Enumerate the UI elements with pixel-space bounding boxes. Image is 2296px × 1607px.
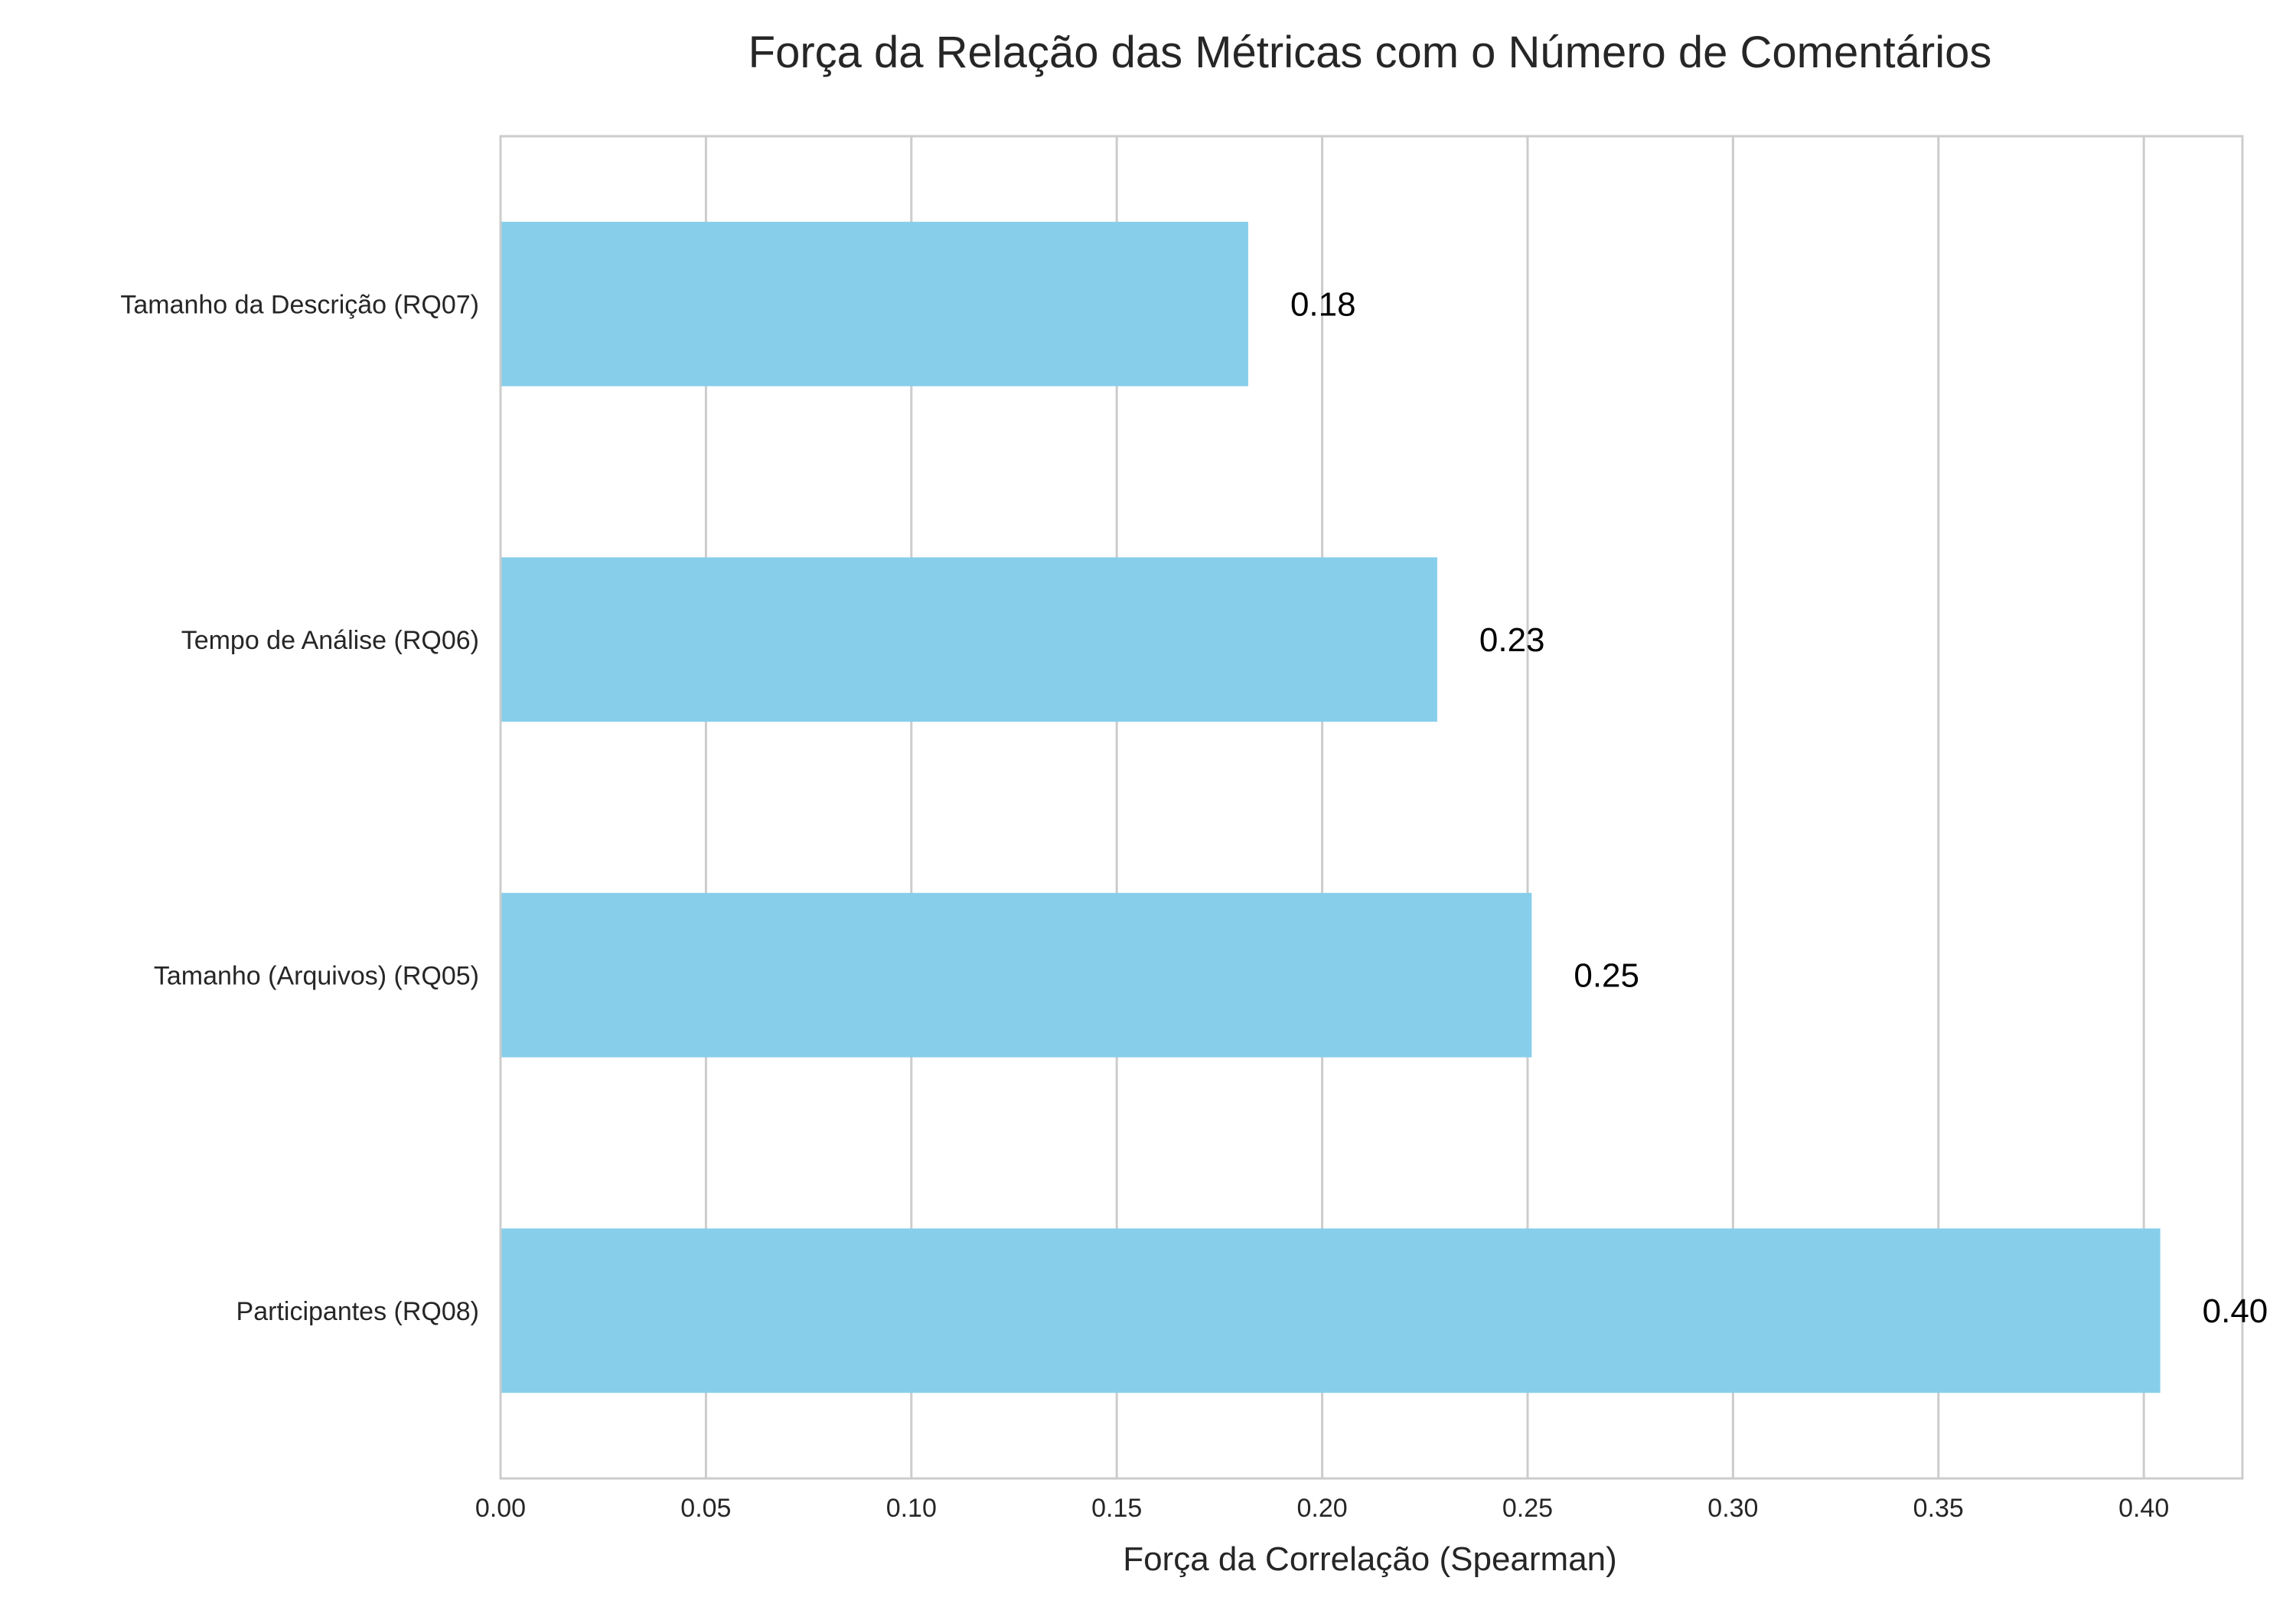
bar-value-label: 0.25: [1574, 957, 1639, 994]
bar: [501, 893, 1531, 1058]
bar-value-label: 0.40: [2203, 1292, 2268, 1330]
bar: [501, 222, 1248, 386]
y-category-label: Participantes (RQ08): [236, 1297, 479, 1326]
y-category-label: Tempo de Análise (RQ06): [181, 626, 479, 655]
x-axis-label: Força da Correlação (Spearman): [1123, 1540, 1617, 1578]
bar-value-label: 0.18: [1290, 285, 1356, 323]
bar-value-label: 0.23: [1479, 621, 1545, 659]
x-tick-label: 0.25: [1502, 1494, 1553, 1523]
x-tick-label: 0.00: [475, 1494, 526, 1523]
x-tick-label: 0.05: [680, 1494, 731, 1523]
bar: [501, 1228, 2161, 1393]
x-tick-label: 0.35: [1913, 1494, 1964, 1523]
tick-layer: 0.00 0.05 0.10 0.15 0.20 0.25 0.30 0.35 0.40: [475, 1494, 2169, 1523]
y-category-label: Tamanho (Arquivos) (RQ05): [154, 961, 479, 990]
x-tick-label: 0.40: [2118, 1494, 2169, 1523]
x-tick-label: 0.20: [1296, 1494, 1347, 1523]
x-tick-label: 0.15: [1091, 1494, 1142, 1523]
bar: [501, 557, 1437, 722]
chart-title: Força da Relação das Métricas com o Núme…: [748, 28, 1992, 77]
y-category-label: Tamanho da Descrição (RQ07): [120, 290, 479, 319]
x-tick-label: 0.10: [886, 1494, 937, 1523]
x-tick-label: 0.30: [1707, 1494, 1758, 1523]
